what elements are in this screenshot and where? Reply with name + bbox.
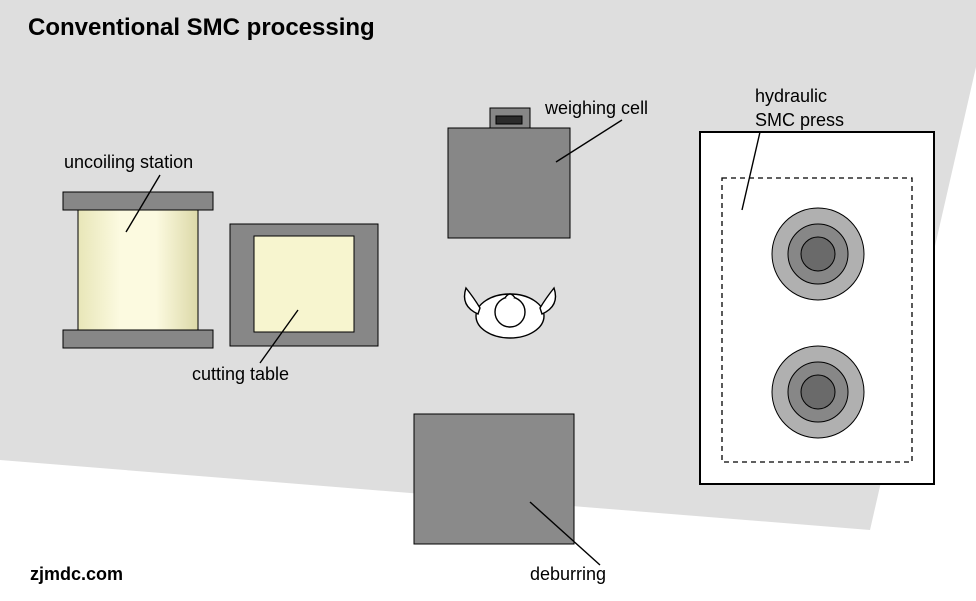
deburring-block xyxy=(414,414,574,544)
footer-text: zjmdc.com xyxy=(30,564,123,585)
label-deburring: deburring xyxy=(530,564,606,585)
uncoiling-station xyxy=(63,192,213,348)
press-disc-2 xyxy=(772,346,864,438)
label-cutting: cutting table xyxy=(192,364,289,385)
press-disc-1 xyxy=(772,208,864,300)
diagram-title: Conventional SMC processing xyxy=(28,14,375,42)
diagram-stage: Conventional SMC processing uncoiling st… xyxy=(0,0,976,601)
weighing-cell xyxy=(448,108,570,238)
cutting-table xyxy=(230,224,378,346)
hydraulic-press xyxy=(700,132,934,484)
diagram-svg xyxy=(0,0,976,601)
label-press-line1: hydraulic xyxy=(755,86,827,107)
label-weighing: weighing cell xyxy=(545,98,648,119)
label-press-line2: SMC press xyxy=(755,110,844,131)
label-uncoiling: uncoiling station xyxy=(64,152,193,173)
operator-icon xyxy=(465,288,556,338)
